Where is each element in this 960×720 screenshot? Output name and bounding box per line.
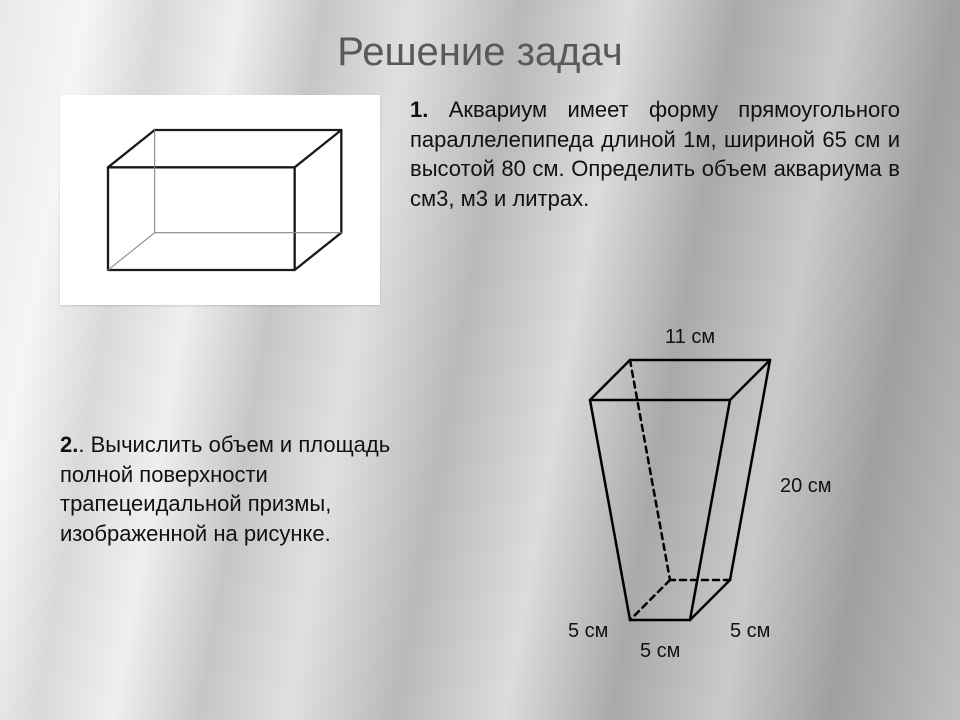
problem-2-body: Вычислить объем и площадь полной поверхн…: [60, 432, 390, 546]
problem-2-number: 2.: [60, 432, 78, 457]
prism-label-bottom-right: 5 см: [730, 620, 770, 643]
prism-label-bottom-left: 5 см: [568, 620, 608, 643]
prism-label-bottom-mid: 5 см: [640, 640, 680, 663]
prism-figure: 11 см 20 см 5 см 5 см 5 см: [530, 320, 850, 690]
problem-1-number: 1.: [410, 97, 428, 122]
prism-label-top: 11 см: [665, 326, 715, 349]
problem-2-text: 2.. Вычислить объем и площадь полной пов…: [60, 430, 440, 549]
page-title: Решение задач: [60, 30, 900, 75]
top-row: 1. Аквариум имеет форму прямоугольного п…: [60, 95, 900, 305]
slide: Решение задач 1. Аквариум имеет форму пр…: [0, 0, 960, 720]
prism-label-right: 20 см: [780, 475, 832, 498]
aquarium-figure: [60, 95, 380, 305]
aquarium-svg: [80, 110, 360, 290]
problem-1-body: Аквариум имеет форму прямоугольного пара…: [410, 97, 900, 211]
problem-1-text: 1. Аквариум имеет форму прямоугольного п…: [410, 95, 900, 214]
